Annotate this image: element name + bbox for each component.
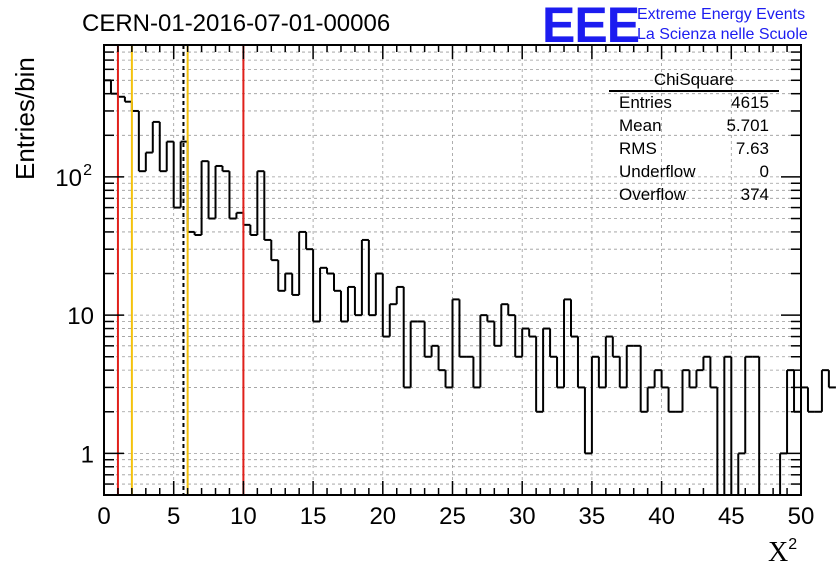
- x-tick-label: 40: [648, 503, 675, 530]
- x-tick-label: 25: [439, 503, 466, 530]
- y-tick-label: 10: [55, 165, 82, 192]
- stats-title: ChiSquare: [653, 70, 735, 89]
- x-tick-label: 35: [579, 503, 606, 530]
- stats-row-entries: Entries 4615: [609, 93, 779, 115]
- stats-box: ChiSquare Entries 4615 Mean 5.701 RMS 7.…: [609, 70, 779, 210]
- x-axis-label: X2: [768, 536, 797, 569]
- logo-line-1: Extreme Energy Events: [637, 6, 806, 23]
- x-tick-label: 20: [369, 503, 396, 530]
- stats-value: 4615: [731, 93, 769, 112]
- stats-row-underflow: Underflow 0: [609, 162, 779, 184]
- stats-key: Overflow: [619, 185, 687, 204]
- logo-line-2: La Scienza nelle Scuole: [637, 26, 808, 43]
- y-axis-label-wrap: Entries/bin: [10, 57, 40, 210]
- stats-row-mean: Mean 5.701: [609, 116, 779, 138]
- x-axis-label-text: X: [768, 537, 789, 568]
- x-tick-label: 50: [788, 503, 815, 530]
- x-tick-label: 15: [300, 503, 327, 530]
- stats-value: 5.701: [726, 116, 769, 135]
- x-axis-ticks: 0 5 10 15 20 25 30 35 40 45 50: [97, 45, 814, 530]
- y-tick-label: 10: [67, 303, 94, 330]
- x-tick-label: 5: [167, 503, 180, 530]
- stats-row-overflow: Overflow 374: [609, 185, 779, 207]
- chart-title: CERN-01-2016-07-01-00006: [82, 10, 391, 37]
- stats-divider: [609, 90, 779, 92]
- eee-logo-mark: EEE: [542, 0, 640, 53]
- stats-value: 7.63: [735, 139, 769, 158]
- stats-key: Underflow: [619, 162, 696, 181]
- x-tick-label: 0: [97, 503, 110, 530]
- y-axis-label: Entries/bin: [10, 57, 40, 180]
- eee-logo: EEE Extreme Energy Events La Scienza nel…: [542, 0, 836, 53]
- stats-row-rms: RMS 7.63: [609, 139, 779, 161]
- stats-value: 0: [759, 162, 769, 181]
- x-tick-label: 10: [230, 503, 257, 530]
- stats-key: Entries: [619, 93, 672, 112]
- histogram: [103, 79, 836, 496]
- y-tick-label-exponent: 2: [83, 162, 92, 179]
- stats-value: 374: [740, 185, 769, 204]
- y-tick-label: 1: [81, 441, 94, 468]
- stats-key: RMS: [619, 139, 657, 158]
- x-axis-label-exponent: 2: [788, 536, 798, 553]
- x-tick-label: 45: [718, 503, 745, 530]
- stats-key: Mean: [619, 116, 662, 135]
- x-tick-label: 30: [509, 503, 536, 530]
- reference-lines: [116, 45, 245, 495]
